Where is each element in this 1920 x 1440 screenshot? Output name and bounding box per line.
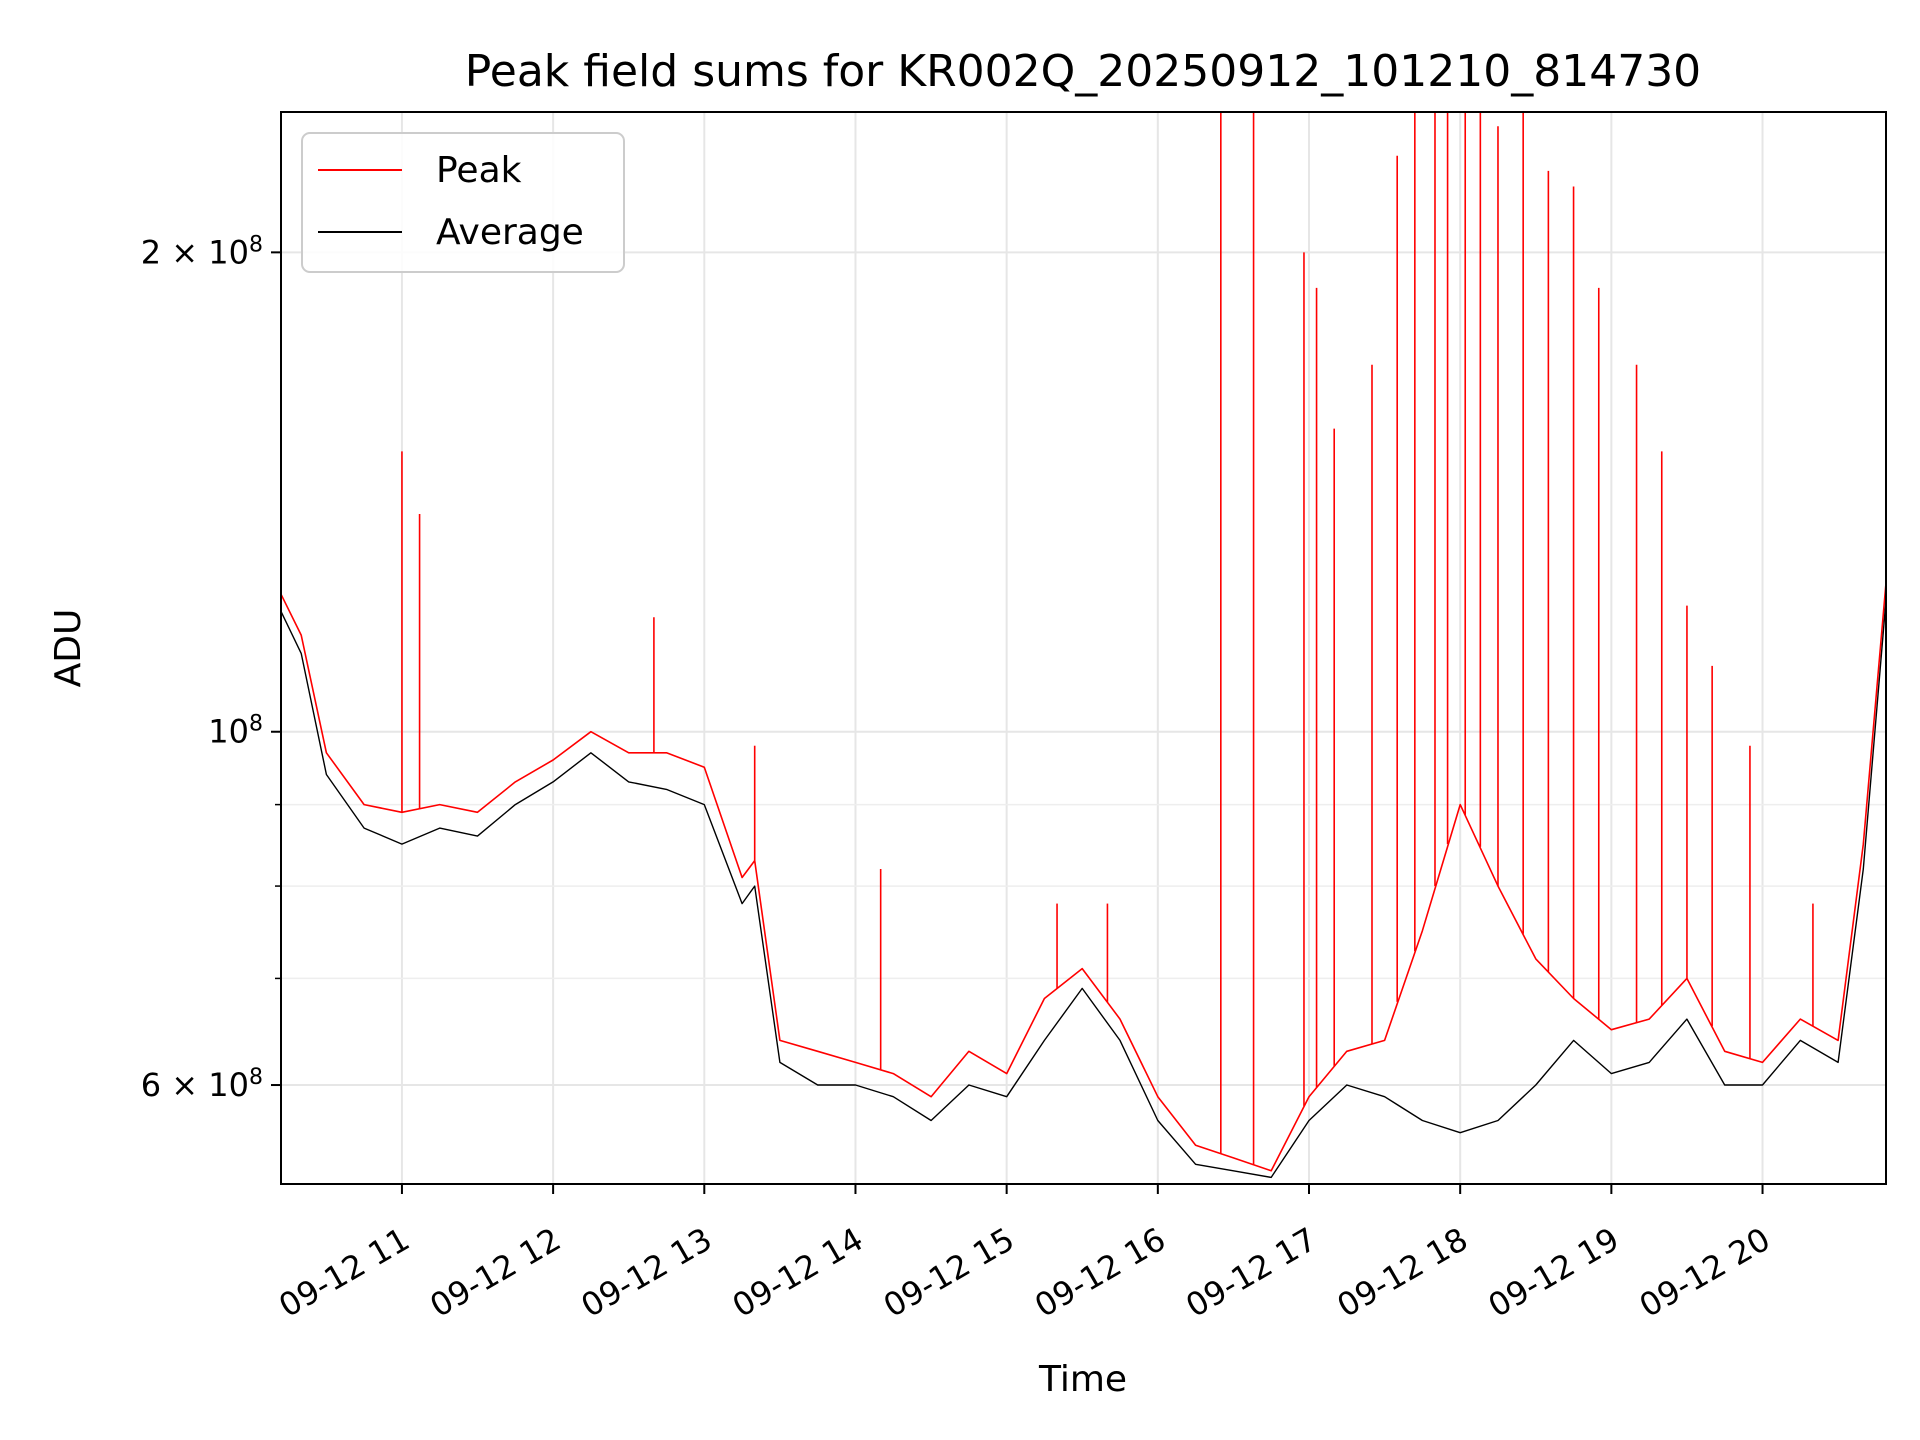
y-tick-label: 108 [208, 711, 263, 751]
peak-line [280, 582, 1887, 1172]
x-axis-label: Time [1038, 1359, 1127, 1400]
y-axis: 6 × 108 108 2 × 108 [141, 232, 281, 1104]
y-tick-label: 6 × 108 [141, 1065, 263, 1105]
grid [281, 112, 1886, 1184]
y-tick-label: 2 × 108 [141, 232, 263, 272]
series-average [280, 599, 1887, 1179]
average-line [280, 599, 1887, 1179]
plot-area-frame [280, 111, 1887, 1185]
y-axis-label: ADU [48, 609, 89, 688]
legend-label-peak: Peak [436, 150, 522, 191]
legend: Peak Average [301, 132, 625, 273]
chart-title: Peak field sums for KR002Q_20250912_1012… [465, 46, 1701, 97]
series-peak [280, 112, 1887, 1172]
legend-label-average: Average [436, 212, 584, 253]
legend-box [301, 132, 625, 273]
